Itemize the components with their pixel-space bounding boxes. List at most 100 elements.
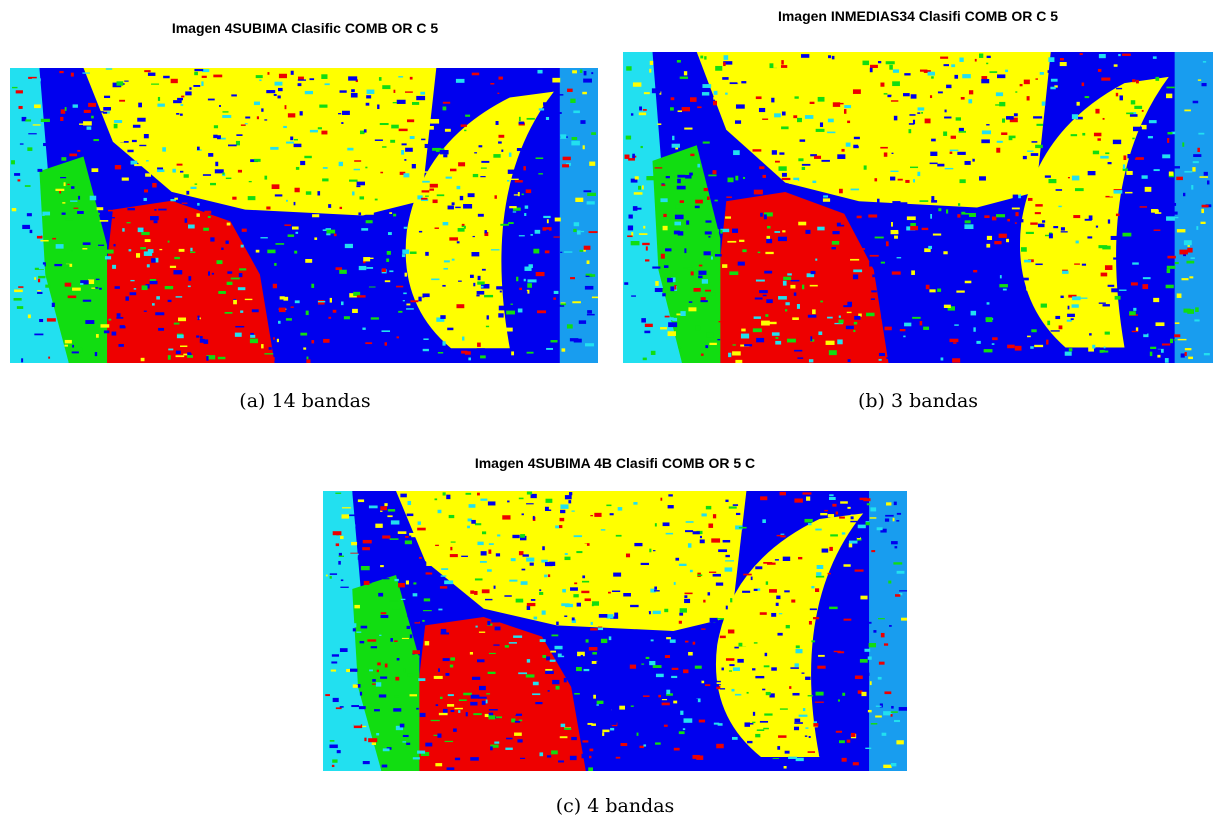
class-region — [493, 644, 499, 645]
class-region — [473, 236, 475, 237]
class-region — [809, 621, 812, 625]
class-region — [416, 655, 419, 658]
class-region — [480, 561, 487, 563]
class-region — [375, 199, 378, 201]
class-region — [331, 661, 337, 663]
class-region — [298, 83, 302, 86]
class-region — [628, 215, 632, 219]
class-region — [559, 94, 563, 95]
class-region — [294, 144, 302, 147]
class-region — [944, 234, 950, 237]
class-region — [201, 81, 203, 86]
class-region — [1014, 113, 1018, 116]
class-region — [87, 127, 92, 130]
class-region — [176, 113, 179, 115]
class-region — [475, 523, 481, 525]
class-region — [292, 226, 299, 229]
class-region — [658, 695, 661, 698]
class-region — [524, 213, 526, 216]
class-region — [641, 663, 644, 664]
class-region — [33, 124, 41, 125]
class-region — [168, 349, 173, 351]
class-region — [438, 352, 443, 353]
class-region — [339, 556, 344, 557]
class-region — [685, 593, 693, 595]
class-region — [558, 112, 562, 114]
class-region — [60, 117, 63, 121]
class-region — [443, 268, 448, 270]
class-region — [82, 248, 87, 249]
class-region — [473, 283, 475, 286]
class-region — [556, 622, 559, 625]
class-region — [38, 276, 45, 278]
class-region — [969, 213, 976, 217]
class-region — [430, 184, 438, 188]
class-region — [671, 97, 675, 100]
class-region — [265, 223, 268, 226]
class-region — [709, 572, 716, 573]
class-region — [805, 677, 810, 680]
class-region — [679, 621, 682, 624]
class-region — [127, 208, 135, 210]
class-region — [817, 666, 825, 669]
class-region — [256, 250, 260, 253]
class-region — [443, 106, 447, 110]
class-region — [112, 332, 117, 336]
class-region — [498, 200, 503, 202]
class-region — [664, 725, 668, 727]
class-region — [808, 751, 815, 753]
class-region — [928, 72, 935, 76]
class-region — [410, 634, 412, 638]
class-region — [502, 515, 510, 519]
class-region — [477, 609, 480, 611]
class-region — [1116, 93, 1118, 97]
class-region — [1128, 206, 1131, 210]
class-region — [1162, 217, 1165, 221]
class-region — [442, 285, 445, 287]
class-region — [364, 738, 366, 741]
class-region — [1035, 145, 1043, 148]
class-region — [894, 720, 900, 722]
class-region — [473, 713, 482, 715]
class-region — [770, 521, 773, 523]
class-region — [412, 102, 419, 105]
class-region — [1203, 61, 1206, 63]
class-region — [288, 234, 294, 236]
class-region — [1038, 224, 1045, 228]
class-region — [415, 621, 420, 623]
class-region — [552, 78, 560, 83]
class-region — [855, 118, 861, 120]
class-region — [799, 715, 808, 717]
class-region — [630, 665, 636, 669]
class-region — [91, 288, 95, 289]
class-region — [576, 551, 582, 553]
class-region — [720, 230, 722, 234]
class-region — [185, 91, 191, 95]
class-region — [447, 328, 453, 331]
class-region — [211, 339, 213, 340]
class-region — [111, 110, 119, 112]
class-region — [130, 280, 134, 281]
class-region — [148, 249, 154, 253]
class-region — [514, 733, 522, 736]
class-region — [382, 535, 390, 538]
class-region — [60, 177, 66, 178]
class-region — [1065, 352, 1072, 356]
class-region — [860, 659, 868, 663]
class-region — [468, 193, 475, 197]
class-region — [447, 767, 455, 770]
class-region — [381, 615, 389, 618]
class-region — [1012, 208, 1020, 210]
class-region — [1092, 291, 1100, 294]
class-region — [215, 162, 218, 166]
class-region — [762, 689, 765, 691]
class-region — [451, 541, 456, 542]
class-region — [486, 693, 490, 694]
class-region — [430, 119, 439, 124]
class-region — [962, 74, 971, 78]
class-region — [364, 129, 367, 132]
class-region — [25, 119, 31, 121]
class-region — [651, 639, 654, 641]
class-region — [686, 220, 689, 224]
class-region — [730, 192, 739, 196]
